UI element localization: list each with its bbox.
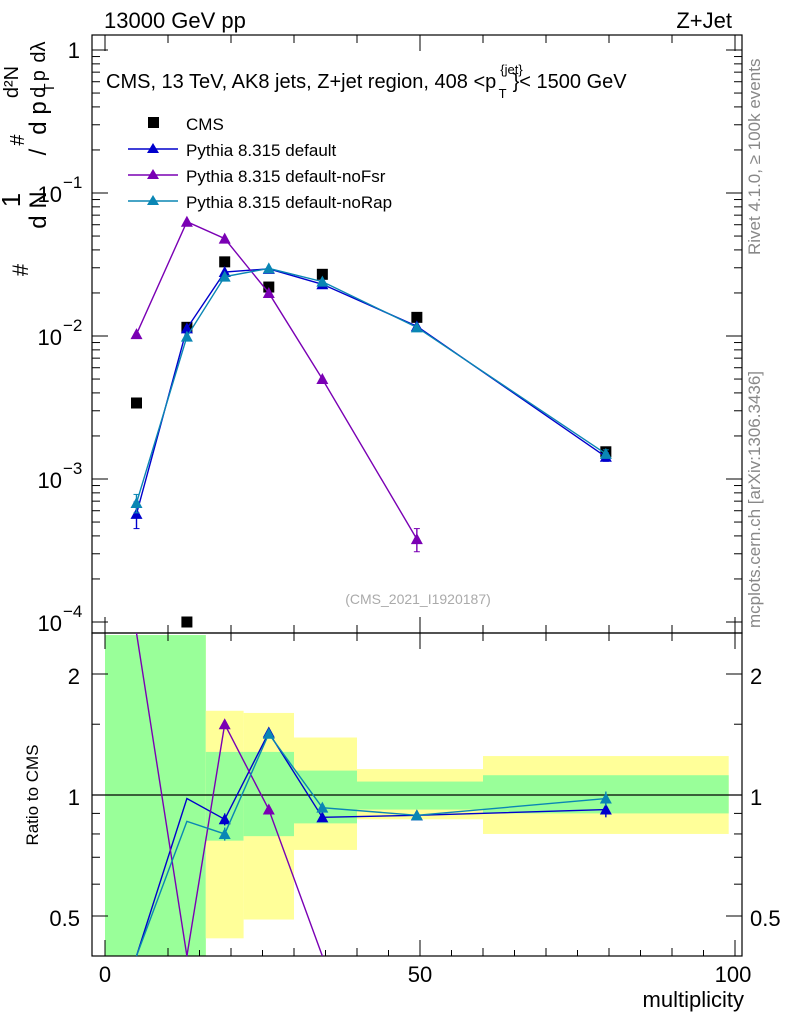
xtick-50: 50: [408, 962, 432, 987]
band-inner-1: [205, 751, 244, 841]
ratio-point-0: [218, 813, 231, 825]
legend-marker-norap: [147, 195, 159, 205]
data-point-3: [410, 321, 423, 333]
main-y-label: # 1 d N / d p T # d²N d p dλ: [0, 41, 58, 276]
data-point-2: [410, 533, 423, 545]
ratio-point-0: [316, 811, 329, 823]
chart-title-sub: T: [499, 86, 507, 101]
ylabel-hash-2: #: [7, 134, 29, 146]
chart-title-sup: {jet}: [500, 62, 523, 77]
ylabel-hash-1: #: [8, 263, 33, 276]
ratio-y-label: Ratio to CMS: [23, 744, 42, 845]
ytick-label-1e-2: 10: [38, 325, 62, 350]
chart-title: CMS, 13 TeV, AK8 jets, Z+jet region, 408…: [106, 62, 627, 101]
ytick-exp-1e-2: −2: [63, 316, 82, 335]
data-point-cms: [411, 311, 423, 323]
ratio-ytick-1: 1: [68, 785, 80, 810]
main-axis-ticks: [92, 35, 742, 633]
data-point-3: [130, 496, 143, 508]
legend-label-nofsr: Pythia 8.315 default-noFsr: [186, 167, 386, 186]
xtick-0: 0: [99, 962, 111, 987]
ylabel-dN: d N: [25, 191, 52, 228]
rivet-version: Rivet 4.1.0, ≥ 100k events: [745, 59, 764, 255]
band-inner-2: [243, 751, 294, 837]
ratio-y-tick-labels: 2 1 0.5 2 1 0.5: [49, 664, 780, 931]
ylabel-dpT: d p: [25, 101, 52, 134]
data-point-3: [316, 275, 329, 287]
ytick-label-1e-3: 10: [38, 468, 62, 493]
ylabel-slash: /: [25, 148, 52, 155]
ytick-exp-1e-1: −1: [63, 173, 82, 192]
ylabel-dpT-dl: d p: [28, 70, 50, 98]
data-point-3: [599, 447, 612, 459]
ratio-point-2: [599, 792, 612, 804]
ytick-label-1e-1: 10: [38, 182, 62, 207]
ylabel-one: 1: [0, 193, 26, 207]
x-axis-label: multiplicity: [643, 987, 744, 1012]
data-point-cms: [131, 397, 142, 409]
legend-label-default: Pythia 8.315 default: [186, 141, 337, 160]
data-point-cms: [219, 256, 231, 268]
data-point-3: [180, 330, 193, 342]
data-point-cms: [181, 616, 193, 628]
mcplots-credit: mcplots.cern.ch [arXiv:1306.3436]: [745, 371, 764, 628]
ratio-series-1: [135, 632, 324, 957]
ratio-ytick-0.5: 0.5: [49, 906, 80, 931]
header-left: 13000 GeV pp: [104, 8, 246, 33]
band-inner-3: [294, 770, 357, 824]
ratio-point-1: [262, 803, 275, 815]
ytick-label-1e-4: 10: [38, 611, 62, 636]
legend-marker-cms: [148, 117, 159, 128]
header-right: Z+Jet: [676, 8, 732, 33]
ylabel-sub-T: T: [41, 83, 58, 92]
series-line-3: [135, 267, 607, 504]
uncertainty-bands: [92, 635, 742, 956]
xtick-100: 100: [715, 962, 752, 987]
data-point-2: [130, 328, 143, 340]
ratio-series-2: [135, 727, 612, 957]
analysis-watermark: (CMS_2021_I1920187): [345, 591, 491, 607]
x-tick-labels: 0 50 100: [99, 962, 751, 987]
data-point-2: [262, 286, 275, 298]
ratio-ytick-0.5-right: 0.5: [750, 906, 781, 931]
ratio-ytick-1-right: 1: [750, 785, 762, 810]
ratio-point-1: [218, 718, 231, 730]
ratio-point-2: [410, 809, 423, 821]
data-point-1: [130, 507, 143, 519]
main-series-layer: [130, 215, 612, 628]
legend-marker-default: [147, 143, 159, 153]
series-1: [130, 262, 612, 530]
legend-marker-nofsr: [147, 169, 159, 179]
ytick-exp-1e-3: −3: [63, 459, 82, 478]
ytick-label-1: 1: [68, 38, 80, 63]
chart-title-main: CMS, 13 TeV, AK8 jets, Z+jet region, 408…: [106, 71, 496, 93]
main-y-tick-labels: 1 10 −1 10 −2 10 −3 10 −4: [38, 38, 83, 636]
legend: CMS Pythia 8.315 default Pythia 8.315 de…: [128, 115, 392, 212]
ratio-ytick-2-right: 2: [750, 664, 762, 689]
ytick-exp-1e-4: −4: [63, 602, 82, 621]
legend-label-norap: Pythia 8.315 default-noRap: [186, 193, 392, 212]
series-2: [130, 215, 423, 553]
ratio-point-2: [262, 727, 275, 739]
ratio-series-layer: [135, 632, 612, 957]
ratio-point-2: [316, 801, 329, 813]
series-line-2: [135, 220, 418, 540]
ylabel-dlambda: dλ: [28, 41, 50, 62]
ratio-ytick-2: 2: [68, 664, 80, 689]
data-point-2: [218, 232, 231, 244]
ratio-point-0: [599, 803, 612, 815]
ratio-point-2: [218, 827, 231, 839]
data-point-3: [262, 262, 275, 274]
data-point-2: [180, 215, 193, 227]
legend-label-cms: CMS: [186, 115, 224, 134]
data-point-cms: [316, 268, 328, 280]
ratio-axis-ticks: [92, 633, 742, 956]
data-point-2: [316, 373, 329, 385]
ylabel-d2N: d²N: [1, 66, 23, 98]
data-point-3: [218, 270, 231, 282]
chart-title-tail: }< 1500 GeV: [513, 71, 628, 93]
series-3: [130, 262, 612, 514]
